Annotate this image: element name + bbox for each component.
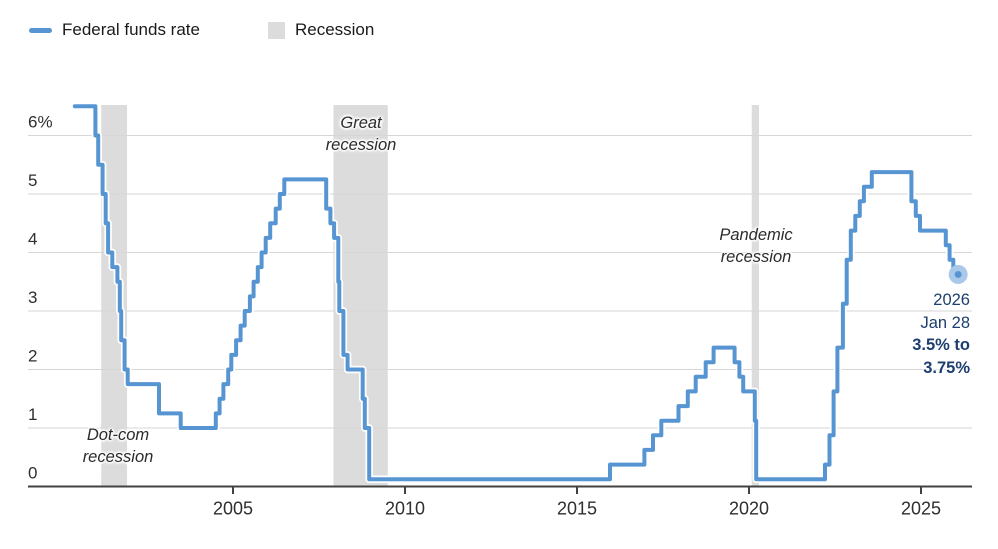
dotcom-recession-label-line2: recession: [82, 448, 154, 466]
line-swatch-icon: [29, 27, 52, 33]
legend-item-fed-funds: Federal funds rate: [29, 20, 200, 40]
recession-band: [751, 105, 759, 487]
great-recession-label: Great recession: [276, 112, 446, 156]
legend-label-recession: Recession: [294, 20, 375, 39]
pandemic-recession-label: Pandemic recession: [671, 224, 841, 268]
great-recession-label-line2: recession: [325, 136, 397, 154]
y-axis-tick-label: 4: [28, 230, 37, 249]
endpoint-annotation-range1: 3.5% to: [912, 336, 970, 354]
x-axis-tick-label: 2020: [729, 499, 769, 519]
x-axis-tick-label: 2010: [385, 499, 425, 519]
pandemic-recession-label-line2: recession: [720, 248, 792, 266]
fed-funds-line: [72, 104, 961, 482]
y-axis-tick-label: 6%: [28, 113, 53, 132]
y-axis-tick-label: 1: [28, 405, 37, 424]
endpoint-annotation-date: Jan 28: [920, 313, 970, 332]
y-axis-tick-label: 5: [28, 171, 37, 190]
x-axis-tick-label: 2015: [557, 499, 597, 519]
dotcom-recession-label-line1: Dot-com: [86, 426, 150, 444]
legend-item-recession: Recession: [267, 20, 375, 40]
endpoint-annotation: 2026 Jan 28 3.5% to 3.75%: [840, 289, 970, 379]
x-axis-tick-label: 2025: [901, 499, 941, 519]
endpoint-annotation-range2: 3.75%: [923, 358, 970, 377]
great-recession-label-line1: Great: [340, 114, 382, 132]
legend-label-fed-funds: Federal funds rate: [62, 20, 200, 39]
dotcom-recession-label: Dot-com recession: [33, 424, 203, 468]
x-axis-tick-label: 2005: [213, 499, 253, 519]
recession-swatch-icon: [267, 21, 285, 39]
endpoint-dot: [954, 270, 962, 278]
y-axis-tick-label: 2: [28, 347, 37, 366]
y-axis-tick-label: 0: [28, 464, 37, 483]
endpoint-annotation-year: 2026: [933, 291, 970, 309]
legend: Federal funds rate Recession: [29, 20, 374, 40]
fed-funds-line-casing: [71, 102, 962, 483]
pandemic-recession-label-line1: Pandemic: [719, 226, 793, 244]
y-axis-tick-label: 3: [28, 288, 37, 307]
